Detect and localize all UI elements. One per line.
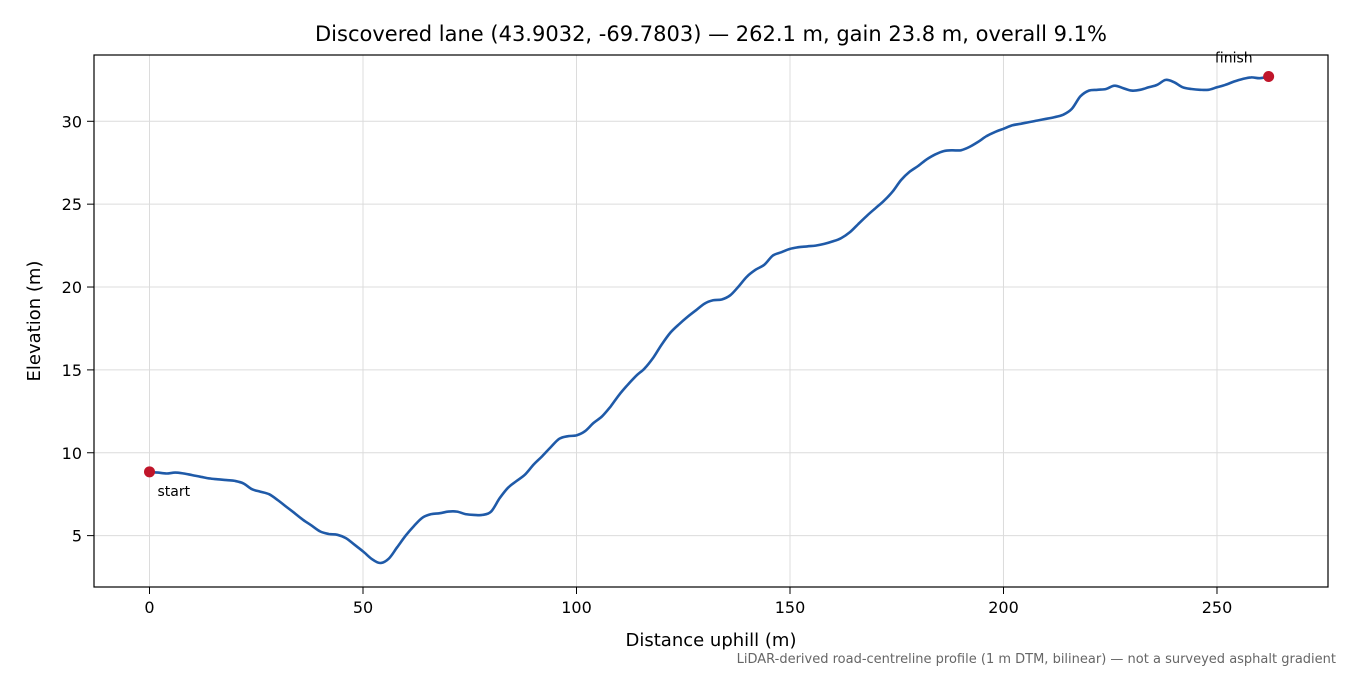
elevation-series-line — [150, 77, 1269, 564]
finish-label: finish — [1215, 51, 1253, 67]
x-tick-label: 0 — [144, 598, 154, 617]
annotations: start finish — [144, 51, 1274, 500]
x-tick-label: 50 — [353, 598, 373, 617]
x-tick-label: 250 — [1202, 598, 1233, 617]
start-label: start — [158, 484, 191, 500]
y-tick-label: 10 — [62, 444, 82, 463]
y-tick-label: 25 — [62, 195, 82, 214]
y-tick-label: 20 — [62, 278, 82, 297]
chart-title: Discovered lane (43.9032, -69.7803) — 26… — [315, 22, 1107, 46]
plot-frame — [94, 55, 1328, 587]
y-tick-label: 5 — [72, 527, 82, 546]
x-tick-label: 200 — [988, 598, 1019, 617]
y-axis-label: Elevation (m) — [24, 261, 45, 382]
finish-marker — [1263, 71, 1274, 82]
x-tick-label: 150 — [775, 598, 806, 617]
footnote: LiDAR-derived road-centreline profile (1… — [737, 652, 1336, 667]
grid-lines — [94, 55, 1328, 587]
y-tick-label: 30 — [62, 112, 82, 131]
x-axis-label: Distance uphill (m) — [626, 630, 797, 651]
y-tick-label: 15 — [62, 361, 82, 380]
series-group — [150, 77, 1269, 564]
x-tick-label: 100 — [561, 598, 592, 617]
start-marker — [144, 466, 155, 477]
